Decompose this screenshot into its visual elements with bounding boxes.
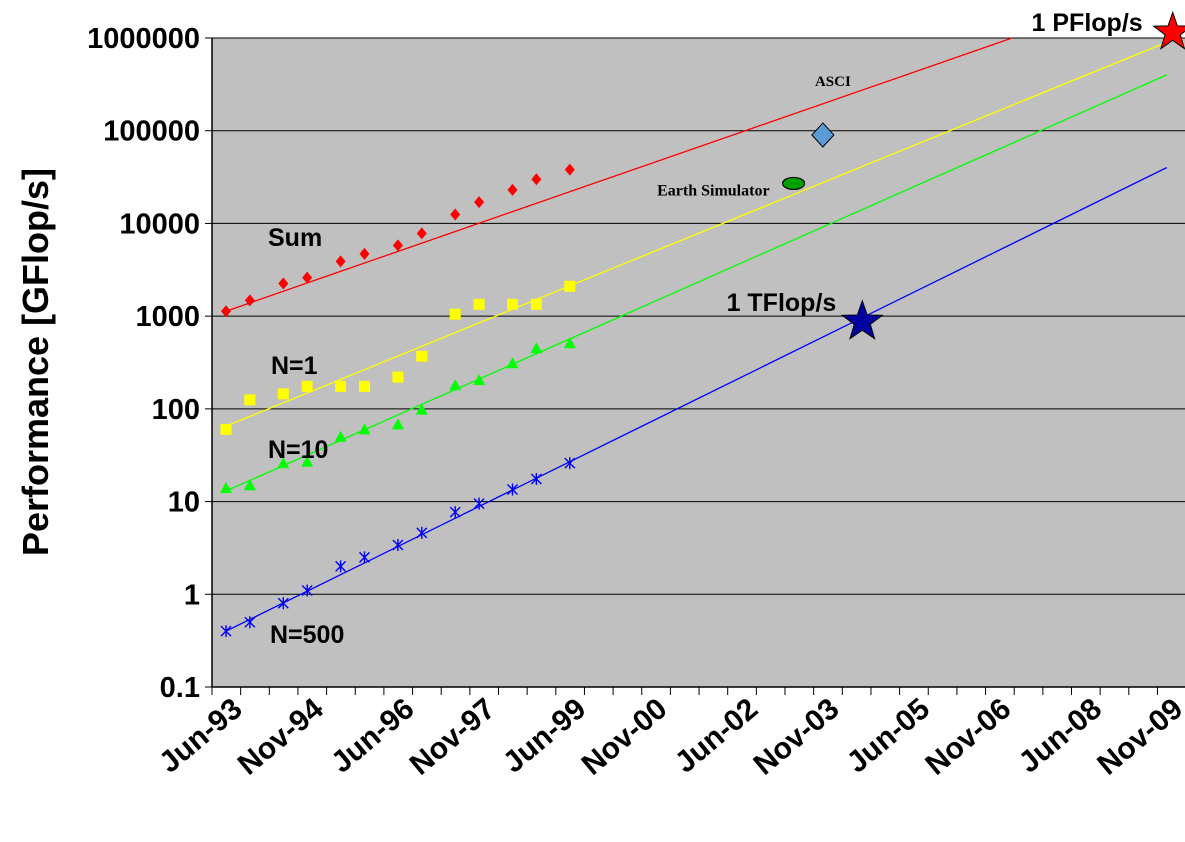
data-point-asterisk [277,597,289,610]
data-point-square [358,380,370,392]
x-tick-labels: Jun-93Nov-94Jun-96Nov-97Jun-99Nov-00Jun-… [153,692,1185,782]
data-point-asterisk [244,616,256,629]
data-point-asterisk [473,497,485,510]
data-point-triangle [449,379,462,391]
data-point-square [335,380,347,392]
data-points [220,163,576,638]
data-point-square [301,380,313,392]
data-point-diamond [278,277,289,290]
data-point-triangle [473,373,486,385]
data-point-asterisk [335,560,347,573]
x-tick-label: Jun-05 [841,692,936,779]
asci-label: ASCI [815,74,851,90]
x-tick-label: Nov-94 [232,692,330,782]
data-point-asterisk [449,506,461,519]
data-point-triangle [277,457,290,469]
earth-simulator-marker [781,176,806,191]
tflop-star-marker [840,299,884,340]
series-label: N=1 [271,352,318,380]
x-tick-label: Jun-99 [497,692,592,779]
y-tick-label: 0.1 [160,672,200,704]
data-point-asterisk [564,457,576,470]
data-point-triangle [391,418,404,430]
data-point-diamond [531,173,542,186]
data-point-asterisk [358,551,370,564]
data-point-triangle [334,430,347,442]
tflop-label: 1 TFlop/s [727,289,837,317]
trend-line [225,37,1013,312]
data-point-diamond [302,271,313,284]
y-tick-label: 1 [184,579,200,611]
data-point-square [244,394,256,406]
y-tick-label: 1000000 [87,23,200,55]
data-point-diamond [450,208,461,221]
data-point-triangle [530,342,543,354]
x-tick-label: Jun-96 [325,692,420,779]
data-point-square [449,308,461,320]
x-tick-label: Jun-93 [153,692,248,779]
data-point-triangle [358,423,371,435]
x-tick-label: Nov-09 [1091,692,1185,782]
x-tick-label: Nov-06 [919,692,1017,782]
plot-area [212,38,1185,687]
asci-marker [811,122,835,148]
data-point-asterisk [530,473,542,486]
data-point-diamond [244,294,255,307]
data-point-asterisk [507,483,518,496]
trend-line [225,74,1167,492]
y-tick-label: 10 [168,487,200,519]
trend-lines [225,37,1167,632]
data-point-triangle [563,337,576,349]
series-label: Sum [268,224,322,252]
data-point-square [473,298,485,310]
y-tick-label: 100000 [103,116,200,148]
x-tick-label: Jun-08 [1013,692,1108,779]
data-point-asterisk [392,539,404,552]
x-tick-label: Nov-03 [748,692,846,782]
data-point-diamond [416,227,427,240]
data-point-square [564,280,576,292]
earth-simulator-label: Earth Simulator [657,182,769,199]
axes [205,37,1185,695]
data-point-diamond [335,255,346,268]
data-point-diamond [221,305,231,318]
y-axis-label: Performance [GFlop/s] [15,168,56,556]
trend-line [225,167,1167,632]
x-tick-label: Nov-00 [576,692,674,782]
data-point-asterisk [416,526,428,539]
data-point-square [392,371,404,383]
trend-line [225,41,1167,427]
data-point-diamond [564,163,575,176]
series-label: N=10 [268,436,328,464]
data-point-triangle [415,403,428,415]
data-point-diamond [507,183,518,196]
data-point-asterisk [301,584,313,597]
data-point-square [507,298,518,310]
data-point-diamond [392,239,403,252]
annotations: ASCI Earth Simulator 1 TFlop/s 1 PFlop/s [657,9,1185,340]
series-label: N=500 [270,621,344,649]
pflop-label: 1 PFlop/s [1032,9,1143,37]
y-tick-labels: 0.1 1 10 100 1000 10000 100000 1000000 [87,23,200,704]
data-point-triangle [243,479,256,491]
x-tick-label: Nov-97 [404,692,502,782]
y-tick-label: 1000 [135,301,200,333]
data-point-square [530,298,542,310]
data-point-diamond [474,196,485,209]
data-point-triangle [506,357,519,369]
y-tick-label: 10000 [119,208,200,240]
data-point-asterisk [220,625,232,638]
data-point-square [277,388,289,400]
data-point-square [220,423,232,435]
x-tick-label: Jun-02 [669,692,764,779]
data-point-triangle [301,455,314,467]
data-point-square [416,350,428,362]
series-labels: Sum N=1 N=10 N=500 [268,224,344,649]
data-point-diamond [359,247,370,260]
pflop-star-marker [1152,10,1185,50]
y-tick-label: 100 [152,394,200,426]
gridlines [212,37,1185,595]
data-point-triangle [220,482,232,494]
